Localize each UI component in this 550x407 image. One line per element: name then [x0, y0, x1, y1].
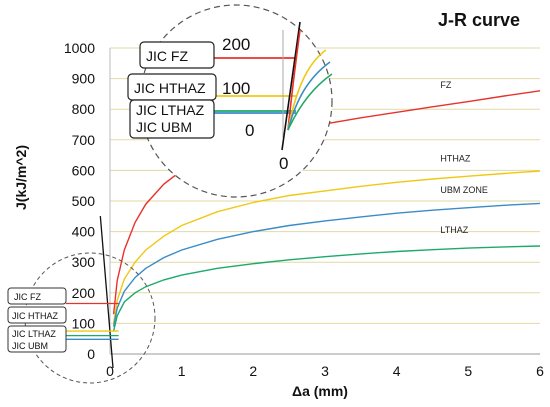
jic-label-small: JIC UBM — [12, 341, 48, 351]
jic-fz-box — [7, 287, 67, 305]
y-tick-label: 200 — [72, 285, 96, 301]
y-tick-label: 0 — [87, 346, 95, 362]
jic-lthaz-ubm-box — [7, 325, 67, 353]
jic-label-large: JIC FZ — [146, 48, 188, 64]
zoom-tick-0: 0 — [245, 121, 254, 140]
blunting-line — [99, 216, 114, 369]
jic-lthaz-ubm-box-large — [129, 99, 215, 139]
jic-label-small: JIC FZ — [14, 292, 41, 302]
jic-label-small: JIC HTHAZ — [12, 311, 59, 321]
jic-label-large: JIC UBM — [136, 119, 192, 135]
zoom-series-curve — [287, 73, 333, 131]
jic-fz-box-large — [139, 41, 215, 69]
y-tick-label: 300 — [72, 254, 96, 270]
zoom-tick-100: 100 — [222, 79, 250, 98]
zoom-series-curve — [287, 29, 301, 131]
zoom-inset: 200 100 0 0 JIC FZ JIC HTHAZ JIC LTHAZJIC … — [127, 4, 333, 198]
series-name-labels: FZ HTHAZ UBM ZONE LTHAZ — [440, 80, 488, 235]
y-tick-label: 400 — [72, 224, 96, 240]
y-axis-label: J(kJ/m^2) — [13, 145, 29, 210]
chart-title: J-R curve — [438, 10, 520, 30]
x-tick-labels: 0 1 2 3 4 5 6 — [106, 363, 544, 379]
zoom-blunting-line — [281, 21, 301, 151]
x-tick-label: 3 — [321, 363, 329, 379]
y-tick-labels: 0 100 200 300 400 500 600 700 800 900 1000 — [64, 40, 95, 362]
series-label: HTHAZ — [440, 154, 470, 164]
jic-label-small: JIC LTHAZ — [12, 329, 56, 339]
zoom-series-curve — [287, 61, 331, 131]
x-tick-label: 0 — [106, 363, 114, 379]
jic-hthaz-box — [7, 306, 67, 324]
zoom-tick-200: 200 — [222, 35, 250, 54]
jic-label-large: JIC HTHAZ — [134, 80, 206, 96]
series-label: LTHAZ — [440, 225, 468, 235]
x-tick-label: 2 — [249, 363, 257, 379]
y-tick-label: 500 — [72, 193, 96, 209]
x-tick-label: 1 — [178, 363, 186, 379]
y-tick-label: 600 — [72, 162, 96, 178]
series-label: FZ — [440, 80, 451, 90]
zoom-tick-x0: 0 — [279, 154, 288, 173]
series-line-ubm-zone — [112, 202, 541, 327]
y-tick-label: 100 — [72, 315, 96, 331]
x-tick-label: 6 — [536, 363, 544, 379]
x-axis-label: Δa (mm) — [292, 383, 348, 399]
y-tick-label: 1000 — [64, 40, 95, 56]
y-tick-label: 900 — [72, 71, 96, 87]
lower-zoom-region: JIC FZ JIC HTHAZ JIC LTHAZ JIC UBM — [7, 252, 156, 384]
jic-label-large: JIC LTHAZ — [136, 102, 205, 118]
x-tick-label: 4 — [393, 363, 401, 379]
x-tick-label: 5 — [464, 363, 472, 379]
series-label: UBM ZONE — [440, 185, 488, 195]
y-tick-label: 700 — [72, 132, 96, 148]
y-tick-label: 800 — [72, 101, 96, 117]
series-line-lthaz — [112, 245, 541, 332]
